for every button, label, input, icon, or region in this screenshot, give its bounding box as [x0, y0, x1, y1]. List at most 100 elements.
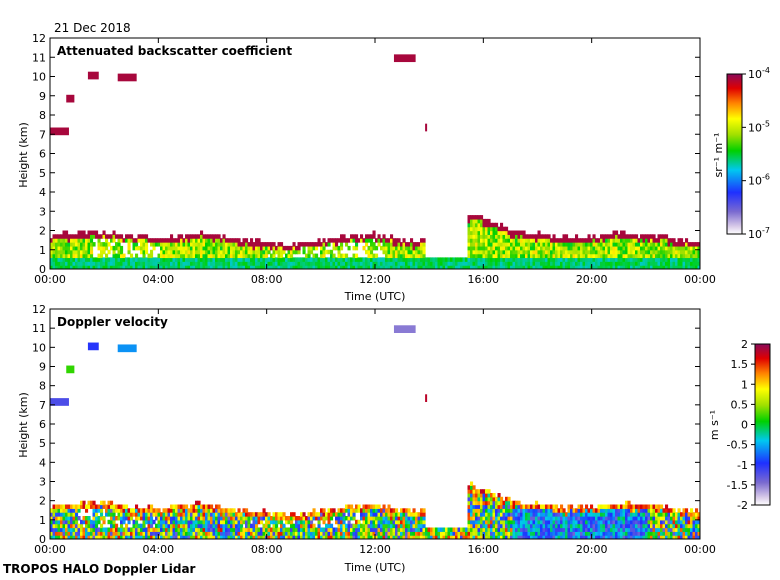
backscatter-cell — [285, 253, 289, 259]
velocity-cell — [572, 512, 576, 517]
backscatter-cell — [120, 261, 124, 266]
velocity-cell — [475, 500, 479, 506]
backscatter-cell — [577, 238, 581, 243]
backscatter-cell — [77, 261, 81, 266]
backscatter-cell — [142, 261, 146, 266]
backscatter-cell — [137, 261, 141, 266]
backscatter-cell — [667, 257, 671, 262]
velocity-cell — [692, 516, 696, 521]
backscatter-cell — [390, 253, 394, 259]
backscatter-cell — [132, 265, 136, 269]
backscatter-cell — [110, 234, 114, 239]
velocity-cell — [487, 535, 491, 539]
backscatter-cell — [182, 242, 186, 247]
backscatter-cell — [432, 257, 436, 262]
backscatter-cell — [222, 242, 226, 247]
backscatter-cell — [662, 261, 666, 266]
backscatter-cell — [657, 253, 661, 259]
velocity-cell — [342, 512, 346, 517]
velocity-cell — [330, 535, 334, 539]
backscatter-cell — [570, 257, 574, 262]
backscatter-cell — [602, 245, 606, 251]
velocity-cell — [602, 519, 606, 525]
velocity-cell — [337, 508, 341, 513]
backscatter-cell — [677, 238, 681, 243]
backscatter-cell — [627, 257, 631, 262]
backscatter-cell — [662, 234, 666, 239]
backscatter-cell — [495, 253, 499, 259]
backscatter-cell — [370, 249, 374, 255]
velocity-cell — [570, 516, 574, 521]
velocity-cell — [285, 527, 289, 532]
velocity-cell — [610, 531, 614, 536]
backscatter-cell — [282, 245, 286, 251]
velocity-cell — [205, 512, 209, 517]
backscatter-cell — [65, 265, 69, 269]
velocity-cell — [200, 523, 204, 529]
backscatter-cell — [207, 245, 211, 251]
backscatter-cell — [590, 257, 594, 262]
backscatter-cell — [75, 242, 79, 247]
backscatter-cell — [117, 265, 121, 269]
velocity-cell — [230, 527, 234, 532]
velocity-cell — [317, 535, 321, 539]
velocity-cell — [490, 516, 494, 521]
velocity-cell — [192, 504, 196, 509]
backscatter-cell — [500, 265, 504, 269]
backscatter-cell — [460, 261, 464, 266]
velocity-cell — [622, 527, 626, 532]
backscatter-cell — [177, 249, 181, 255]
velocity-cell — [247, 523, 251, 529]
backscatter-cell — [655, 238, 659, 243]
backscatter-cell — [142, 257, 146, 262]
backscatter-cell — [262, 253, 266, 259]
backscatter-cell — [632, 253, 636, 259]
velocity-cell — [277, 531, 281, 536]
velocity-cell — [57, 516, 61, 521]
velocity-cell — [422, 527, 426, 532]
velocity-cell — [87, 504, 91, 509]
backscatter-cell — [345, 265, 349, 269]
velocity-cloud-segment — [87, 342, 99, 351]
backscatter-cell — [497, 238, 501, 243]
velocity-cell — [532, 519, 536, 525]
velocity-cell — [92, 527, 96, 532]
velocity-cell — [375, 531, 379, 536]
backscatter-cell — [697, 249, 700, 255]
velocity-cell — [117, 531, 121, 536]
backscatter-cell — [582, 265, 586, 269]
velocity-cell — [697, 519, 700, 525]
backscatter-cell — [355, 265, 359, 269]
velocity-cell — [512, 531, 516, 536]
backscatter-cell — [242, 238, 246, 243]
backscatter-cell — [475, 265, 479, 269]
backscatter-cell — [412, 242, 416, 247]
backscatter-cell — [170, 265, 174, 269]
velocity-cell — [240, 531, 244, 536]
velocity-cell — [672, 523, 676, 529]
velocity-cell — [417, 535, 421, 539]
backscatter-cell — [95, 234, 99, 239]
backscatter-cell — [377, 242, 381, 247]
backscatter-cell — [85, 257, 89, 262]
velocity-cell — [160, 519, 164, 525]
velocity-cell — [147, 527, 151, 532]
velocity-cell — [232, 516, 236, 521]
velocity-cell — [212, 519, 216, 525]
backscatter-cell — [527, 242, 531, 247]
backscatter-cell — [320, 242, 324, 247]
velocity-cell — [172, 516, 176, 521]
backscatter-x-tick-label: 00:00 — [684, 273, 716, 286]
backscatter-cell — [482, 257, 486, 262]
backscatter-cell — [215, 234, 219, 239]
backscatter-cell — [680, 257, 684, 262]
backscatter-cell — [197, 261, 201, 266]
backscatter-cell — [595, 261, 599, 266]
velocity-cell — [537, 504, 541, 509]
backscatter-cell — [497, 242, 501, 247]
velocity-cell — [472, 523, 476, 529]
velocity-cell — [377, 512, 381, 517]
velocity-cell — [362, 535, 366, 539]
velocity-cell — [242, 512, 246, 517]
backscatter-cell — [100, 257, 104, 262]
